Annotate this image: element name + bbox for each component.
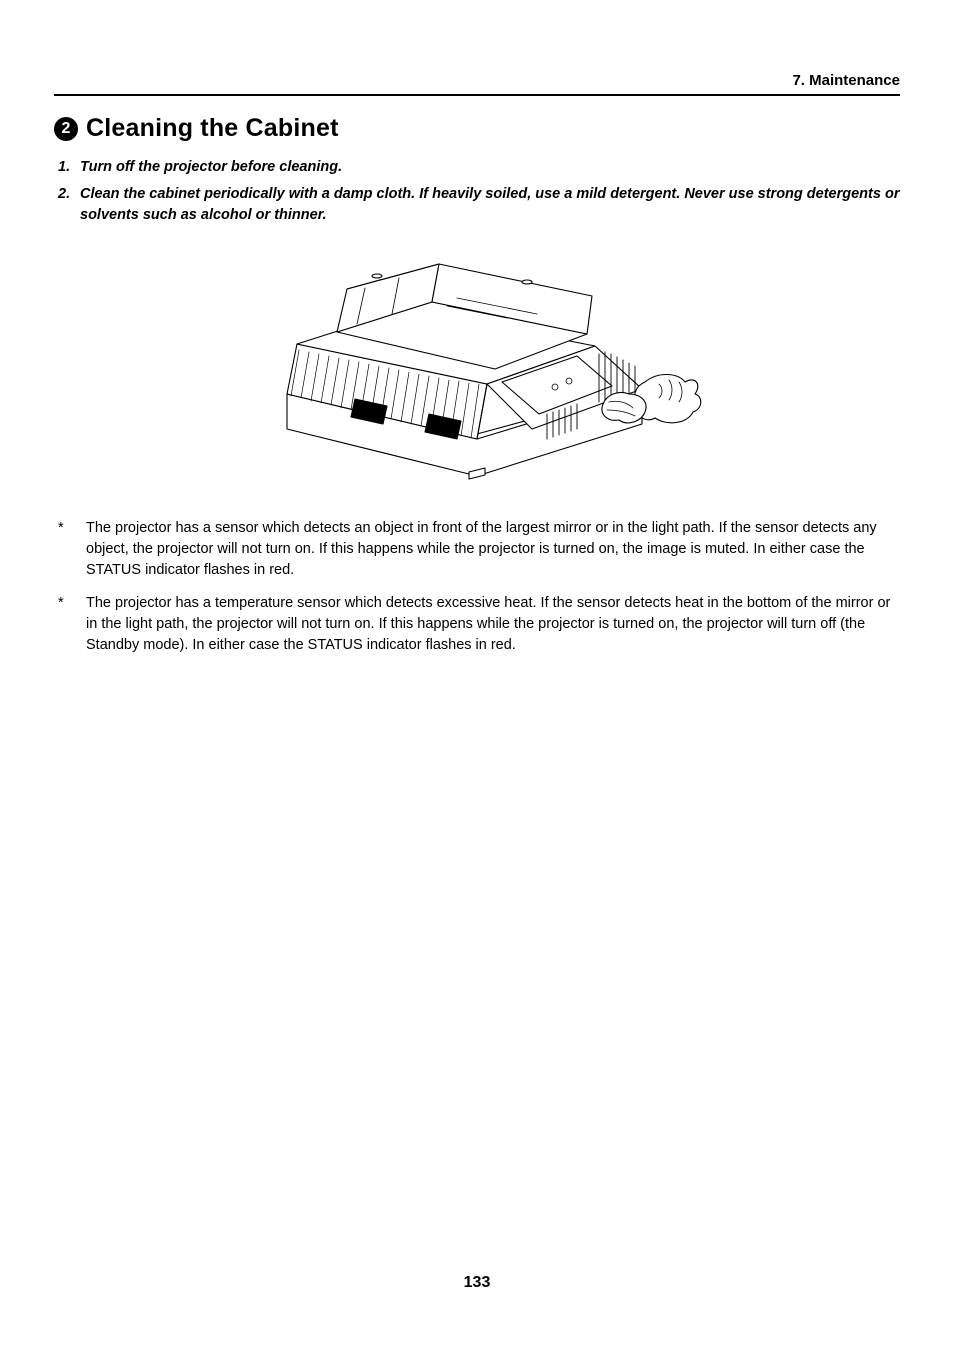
page-header: 7. Maintenance <box>54 72 900 96</box>
step-number: 2. <box>58 184 80 226</box>
note-item: * The projector has a sensor which detec… <box>58 518 900 581</box>
chapter-label: 7. Maintenance <box>792 72 900 89</box>
page: 7. Maintenance 2 Cleaning the Cabinet 1.… <box>0 0 954 1348</box>
note-item: * The projector has a temperature sensor… <box>58 593 900 656</box>
section-number-badge: 2 <box>54 117 78 141</box>
steps-list: 1. Turn off the projector before cleanin… <box>54 157 900 226</box>
section-title: Cleaning the Cabinet <box>86 114 339 143</box>
notes-list: * The projector has a sensor which detec… <box>54 518 900 656</box>
projector-illustration <box>54 254 900 484</box>
page-number: 133 <box>0 1274 954 1292</box>
note-marker: * <box>58 518 86 581</box>
step-item: 2. Clean the cabinet periodically with a… <box>58 184 900 226</box>
section-title-row: 2 Cleaning the Cabinet <box>54 114 900 143</box>
note-text: The projector has a sensor which detects… <box>86 518 900 581</box>
step-item: 1. Turn off the projector before cleanin… <box>58 157 900 178</box>
note-text: The projector has a temperature sensor w… <box>86 593 900 656</box>
projector-svg <box>247 254 707 484</box>
step-text: Turn off the projector before cleaning. <box>80 157 342 178</box>
step-text: Clean the cabinet periodically with a da… <box>80 184 900 226</box>
section-number: 2 <box>62 120 71 138</box>
step-number: 1. <box>58 157 80 178</box>
note-marker: * <box>58 593 86 656</box>
